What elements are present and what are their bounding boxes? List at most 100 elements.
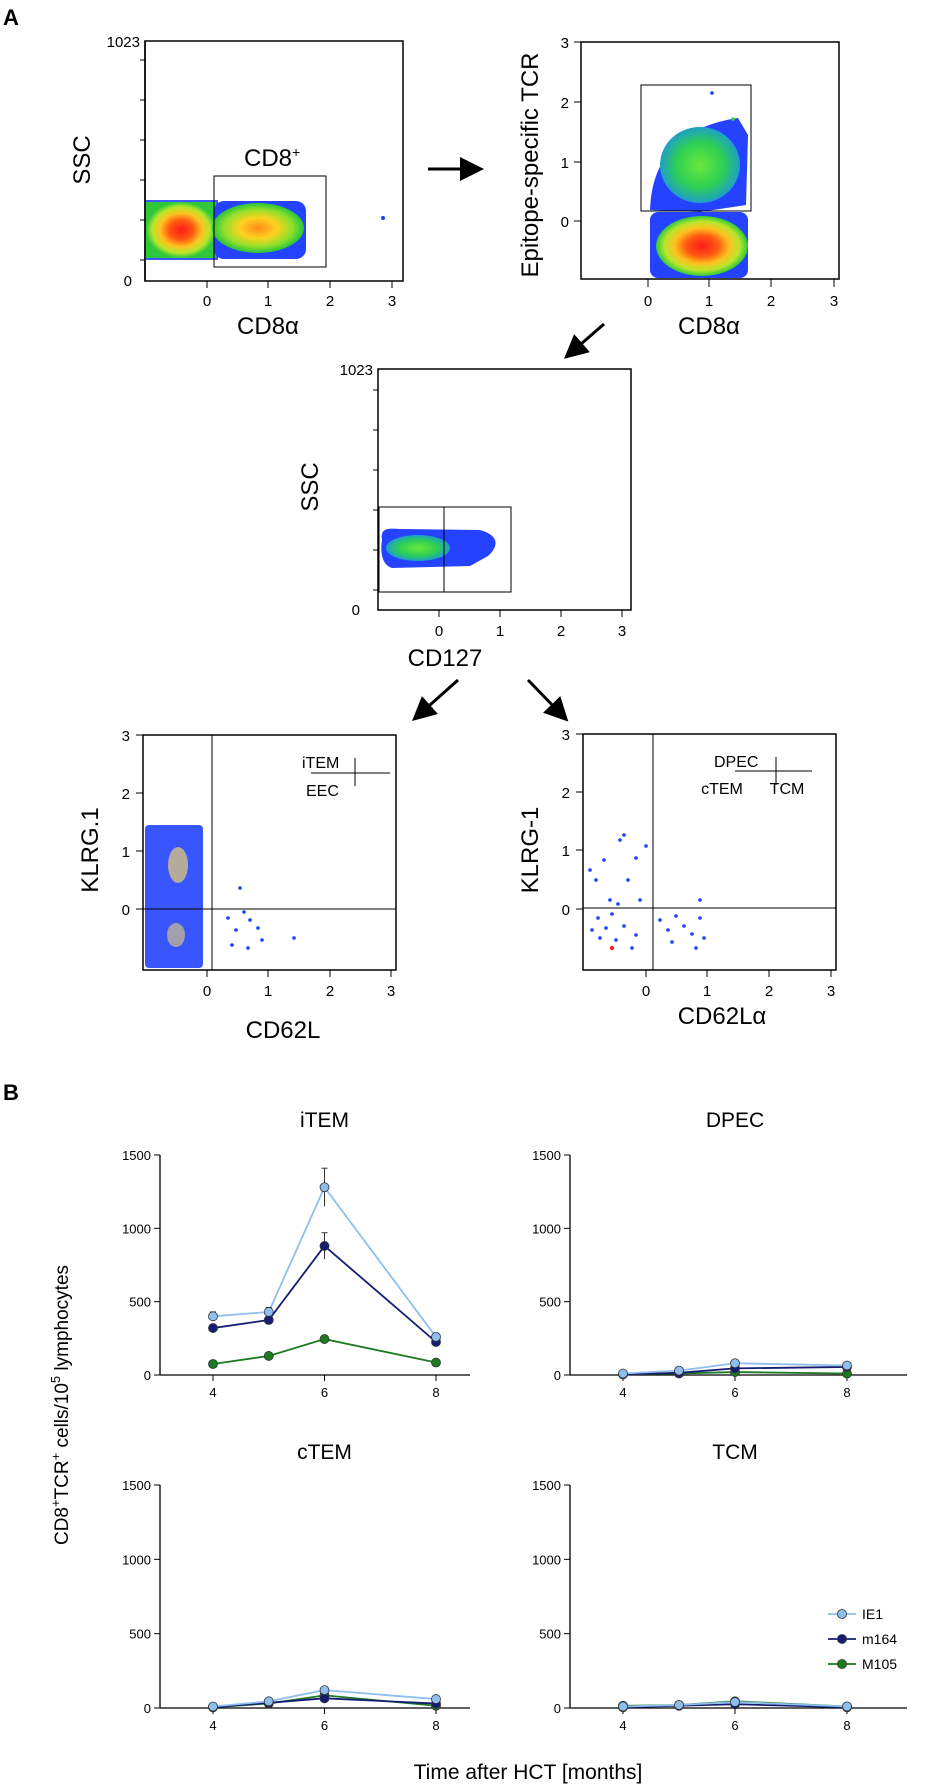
x-tick: 2 [765, 983, 773, 1000]
x-tick: 2 [326, 983, 334, 1000]
data-point-M105 [319, 1334, 330, 1344]
y-axis-title: SSC [69, 135, 96, 184]
scatter-events [226, 886, 296, 950]
y-title-part: TCR [52, 1460, 73, 1499]
y-tick-label: 1000 [532, 1221, 561, 1236]
data-point-m164 [208, 1323, 218, 1333]
y-tick-label: 0 [554, 1368, 561, 1383]
data-point-IE1 [208, 1311, 218, 1322]
series-line-IE1 [212, 1689, 437, 1708]
density-core [386, 535, 450, 561]
legend-label: IE1 [862, 1606, 883, 1622]
x-axis [145, 280, 403, 288]
y-axis-title: KLRG-1 [517, 807, 544, 894]
legend-marker [837, 1634, 847, 1644]
x-tick-label: 6 [731, 1718, 738, 1733]
data-point-IE1 [674, 1700, 684, 1710]
gate-cd8 [213, 175, 327, 268]
y-tick: 2 [561, 95, 569, 112]
x-tick-label: 8 [843, 1385, 850, 1400]
quadrant-legend: iTEM EEC [302, 755, 390, 800]
y-title-part: CD8 [52, 1507, 73, 1545]
density-edge [145, 825, 203, 968]
y-tick-label: 0 [144, 1701, 151, 1716]
flow-plot-cd8-gate: 1023 0 0 1 2 3 CD8α SSC CD8+ [69, 34, 404, 340]
subplot-tcm: TCM 0 500 1000 1500 4 6 8 [532, 1441, 907, 1733]
x-tick-label: 8 [843, 1718, 850, 1733]
y-tick-top: 1023 [107, 34, 140, 51]
x-tick: 0 [644, 293, 652, 310]
x-axis [645, 970, 832, 977]
x-tick: 1 [705, 293, 713, 310]
gate-label: CD8+ [244, 144, 300, 172]
y-tick: 2 [562, 785, 570, 802]
x-tick: 1 [264, 293, 272, 310]
legend-marker [837, 1659, 847, 1669]
data-point-M105 [263, 1351, 274, 1361]
legend-label: M105 [862, 1656, 897, 1672]
x-tick-label: 4 [209, 1385, 216, 1400]
y-tick-label: 0 [144, 1368, 151, 1383]
y-minor-ticks [373, 389, 378, 591]
subplot-ctem: cTEM 0 500 1000 1500 4 6 8 [122, 1441, 470, 1733]
series-line-IE1 [212, 1185, 437, 1338]
x-tick: 0 [642, 983, 650, 1000]
data-point-IE1 [431, 1331, 441, 1342]
event-dot [731, 117, 735, 121]
x-tick: 0 [203, 983, 211, 1000]
data-point-IE1 [618, 1701, 628, 1712]
x-axis-title: CD62Lα [678, 1003, 767, 1030]
data-point-IE1 [431, 1694, 441, 1704]
y-tick-label: 500 [129, 1295, 151, 1310]
x-tick: 3 [827, 983, 835, 1000]
gate-label-text: CD8 [244, 145, 292, 172]
y-tick: 3 [562, 727, 570, 744]
x-tick: 1 [703, 983, 711, 1000]
y-axis [574, 41, 582, 279]
y-tick: 3 [122, 728, 130, 745]
data-point-IE1 [263, 1696, 274, 1707]
y-tick-label: 1000 [122, 1552, 151, 1567]
y-title-part: cells/10 [52, 1383, 73, 1453]
y-title-sup: + [48, 1453, 63, 1461]
event-dot [381, 216, 385, 220]
data-point-m164 [319, 1693, 330, 1704]
data-point-IE1 [842, 1701, 852, 1712]
x-tick: 3 [618, 623, 626, 640]
density-core [660, 127, 740, 203]
y-tick-label: 1500 [122, 1148, 151, 1163]
panel-label-b: B [3, 1080, 19, 1105]
y-tick-label: 500 [539, 1295, 561, 1310]
y-tick: 1 [561, 155, 569, 172]
series-line-m164 [212, 1244, 437, 1343]
x-tick: 0 [203, 293, 211, 310]
x-axis-title: CD127 [408, 645, 483, 672]
x-tick: 0 [435, 623, 443, 640]
y-title-sup: + [48, 1499, 63, 1507]
y-tick-top: 1023 [340, 362, 373, 379]
y-tick-label: 0 [554, 1701, 561, 1716]
quadrant-label-top: iTEM [302, 755, 339, 772]
data-point-IE1 [263, 1307, 274, 1317]
flow-plot-klrg1-cd62la: 3 2 1 0 0 1 2 3 CD62Lα KLRG-1 DPEC [517, 727, 837, 1030]
y-tick: 2 [122, 786, 130, 803]
subplot-title: TCM [712, 1441, 758, 1464]
x-tick-label: 6 [321, 1718, 328, 1733]
y-tick: 0 [562, 902, 570, 919]
y-title-sup: 5 [48, 1376, 63, 1383]
data-point-IE1 [842, 1360, 852, 1371]
arrow-icon [563, 322, 605, 359]
x-tick: 3 [830, 293, 838, 310]
subplot-dpec: DPEC 0 500 1000 1500 4 6 8 [532, 1109, 907, 1400]
panel-b-y-axis-title: CD8+TCR+ cells/105 lymphocytes [48, 1265, 73, 1545]
arrow-icon [526, 678, 569, 722]
legend-label: m164 [862, 1631, 897, 1647]
gate-tcr [640, 84, 752, 212]
x-tick: 2 [557, 623, 565, 640]
series-line-IE1 [622, 1362, 848, 1375]
panel-label-a: A [3, 5, 19, 30]
plot-frame [142, 734, 397, 971]
y-tick: 0 [561, 214, 569, 231]
y-tick: 3 [561, 35, 569, 52]
